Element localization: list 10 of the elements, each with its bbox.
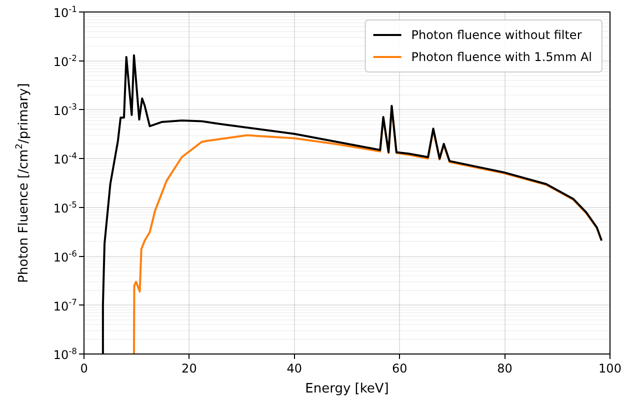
x-tick-label: 100 bbox=[598, 361, 622, 376]
x-tick-label: 80 bbox=[497, 361, 512, 376]
legend-label: Photon fluence with 1.5mm Al bbox=[411, 50, 592, 64]
x-tick-label: 20 bbox=[182, 361, 197, 376]
x-tick-label: 60 bbox=[392, 361, 408, 376]
x-axis-title: Energy [keV] bbox=[305, 382, 389, 397]
x-tick-label: 40 bbox=[286, 361, 302, 376]
legend-label: Photon fluence without filter bbox=[411, 28, 582, 42]
x-tick-label: 0 bbox=[80, 361, 88, 376]
y-axis-title: Photon Fluence [/cm2/primary] bbox=[14, 83, 32, 283]
